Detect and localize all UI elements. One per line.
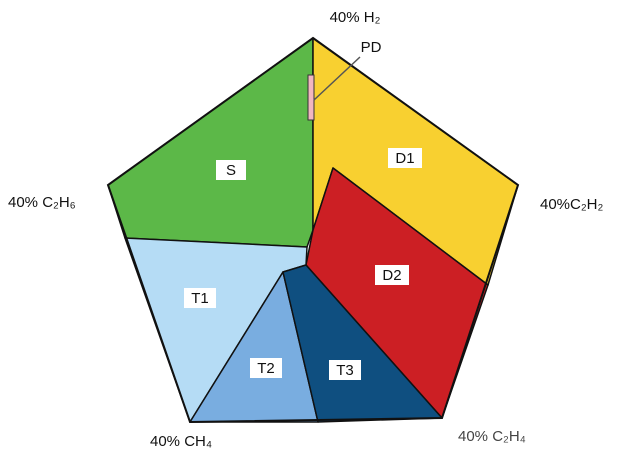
vertex-label: 40% CH₄ xyxy=(150,433,212,450)
label-box xyxy=(329,360,361,380)
pd-leader xyxy=(313,56,361,101)
vertex-label: 40% C₂H₄ xyxy=(458,428,526,445)
zone-label: PD xyxy=(361,39,382,56)
label-box xyxy=(184,288,216,308)
label-box xyxy=(250,358,282,378)
zone-label: T1 xyxy=(191,290,209,307)
vertex-label: 40% H₂ xyxy=(330,9,381,26)
label-box xyxy=(388,148,422,168)
pentagon-outline xyxy=(106,36,520,424)
zone-label: S xyxy=(226,162,236,179)
zone-s xyxy=(107,37,314,248)
label-box xyxy=(375,265,409,285)
zone-pd xyxy=(307,74,315,121)
zone-label: T2 xyxy=(257,360,275,377)
vertex-label: 40%C₂H₂ xyxy=(540,196,604,213)
zone-label: D1 xyxy=(395,150,414,167)
zone-label: T3 xyxy=(336,362,354,379)
vertex-label: 40% C₂H₆ xyxy=(8,194,76,211)
label-box xyxy=(216,160,246,180)
zone-label: D2 xyxy=(382,267,401,284)
